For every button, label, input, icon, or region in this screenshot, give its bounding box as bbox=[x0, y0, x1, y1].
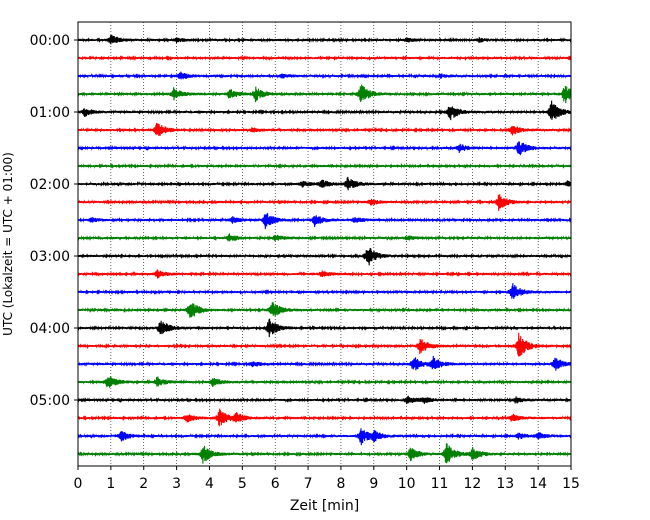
x-tick-label: 12 bbox=[463, 476, 481, 492]
y-tick-label: 04:00 bbox=[30, 321, 70, 337]
x-tick-label: 6 bbox=[271, 476, 280, 492]
x-tick-label: 1 bbox=[106, 476, 115, 492]
seismic-trace bbox=[77, 122, 572, 137]
seismic-trace bbox=[77, 318, 572, 338]
x-tick-label: 4 bbox=[205, 476, 214, 492]
x-tick-label: 10 bbox=[398, 476, 416, 492]
seismic-trace bbox=[77, 84, 572, 104]
seismic-trace bbox=[77, 141, 572, 156]
seismic-trace bbox=[77, 233, 572, 242]
x-tick-label: 14 bbox=[529, 476, 547, 492]
y-tick-label: 00:00 bbox=[30, 33, 70, 49]
x-tick-label: 3 bbox=[172, 476, 181, 492]
x-tick-label: 2 bbox=[139, 476, 148, 492]
grid-lines bbox=[110, 22, 539, 466]
plot-frame bbox=[77, 21, 572, 467]
y-tick-label: 02:00 bbox=[30, 177, 70, 193]
seismic-trace bbox=[77, 408, 572, 427]
seismic-trace bbox=[77, 355, 572, 371]
x-tick-label: 15 bbox=[562, 476, 580, 492]
x-tick-label: 9 bbox=[369, 476, 378, 492]
seismic-trace bbox=[77, 194, 572, 211]
y-tick-label: 03:00 bbox=[30, 249, 70, 265]
x-axis: 0 1 2 3 4 5 6 7 8 9 10 11 12 13 14 15 bbox=[74, 466, 580, 492]
seismic-trace bbox=[77, 376, 572, 388]
seismic-trace bbox=[77, 55, 572, 61]
seismic-trace bbox=[77, 428, 572, 446]
seismic-trace bbox=[77, 213, 572, 230]
y-axis-title: UTC (Lokalzeit = UTC + 01:00) bbox=[1, 152, 15, 336]
trace-group bbox=[77, 34, 572, 464]
x-tick-label: 13 bbox=[496, 476, 514, 492]
seismic-trace bbox=[77, 395, 572, 405]
y-tick-label: 01:00 bbox=[30, 105, 70, 121]
x-tick-label: 0 bbox=[74, 476, 83, 492]
seismic-trace bbox=[77, 34, 572, 45]
x-tick-label: 7 bbox=[304, 476, 313, 492]
seismic-trace bbox=[77, 247, 572, 266]
seismic-trace bbox=[77, 283, 572, 299]
seismic-trace bbox=[77, 332, 572, 357]
x-tick-label: 5 bbox=[238, 476, 247, 492]
seismic-trace bbox=[77, 163, 572, 169]
seismic-trace bbox=[77, 176, 572, 191]
x-tick-label: 8 bbox=[336, 476, 345, 492]
x-tick-label: 11 bbox=[431, 476, 449, 492]
seismic-trace bbox=[77, 443, 572, 464]
y-axis: 00:00 01:00 02:00 03:00 04:00 05:00 bbox=[30, 33, 78, 409]
seismic-trace bbox=[77, 71, 572, 80]
y-tick-label: 05:00 bbox=[30, 393, 70, 409]
seismic-trace bbox=[77, 100, 572, 121]
x-axis-title: Zeit [min] bbox=[290, 498, 359, 514]
seismic-trace bbox=[77, 302, 572, 318]
seismic-trace bbox=[77, 269, 572, 279]
